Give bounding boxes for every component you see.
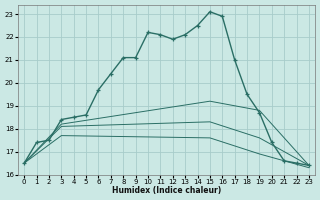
X-axis label: Humidex (Indice chaleur): Humidex (Indice chaleur) <box>112 186 221 195</box>
